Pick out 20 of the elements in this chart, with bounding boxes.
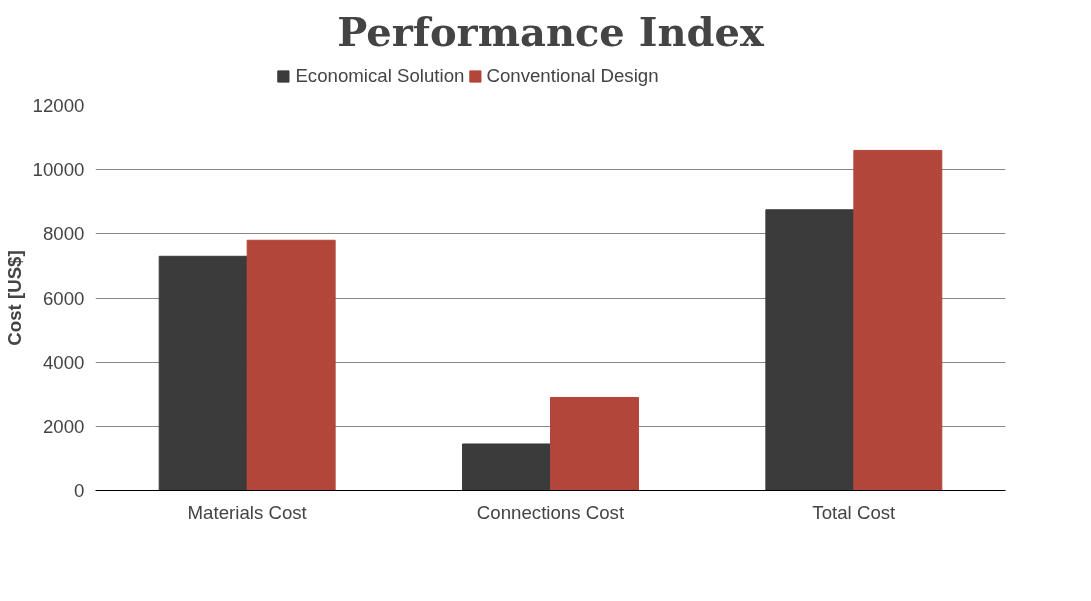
chart-title: Performance Index [337, 7, 765, 55]
y-tick-label: 8000 [43, 223, 85, 245]
bar [158, 255, 248, 491]
bar [853, 149, 943, 491]
bar [765, 209, 855, 491]
bar [246, 239, 336, 491]
y-tick-label: 12000 [32, 95, 85, 116]
x-tick-label: Materials Cost [187, 501, 308, 523]
x-tick-label: Total Cost [812, 501, 897, 523]
y-tick-label: 6000 [43, 287, 85, 309]
y-tick-label: 2000 [43, 415, 85, 437]
y-tick-label: 4000 [43, 351, 85, 373]
bar [462, 443, 551, 491]
legend-label: Conventional Design [486, 65, 659, 87]
x-tick-label: Connections Cost [476, 501, 625, 523]
bar [550, 396, 639, 491]
legend-label: Economical Solution [295, 65, 465, 87]
y-axis-title: Cost [US$] [3, 250, 25, 346]
y-tick-label: 10000 [32, 159, 85, 181]
y-tick-label: 0 [74, 480, 85, 501]
